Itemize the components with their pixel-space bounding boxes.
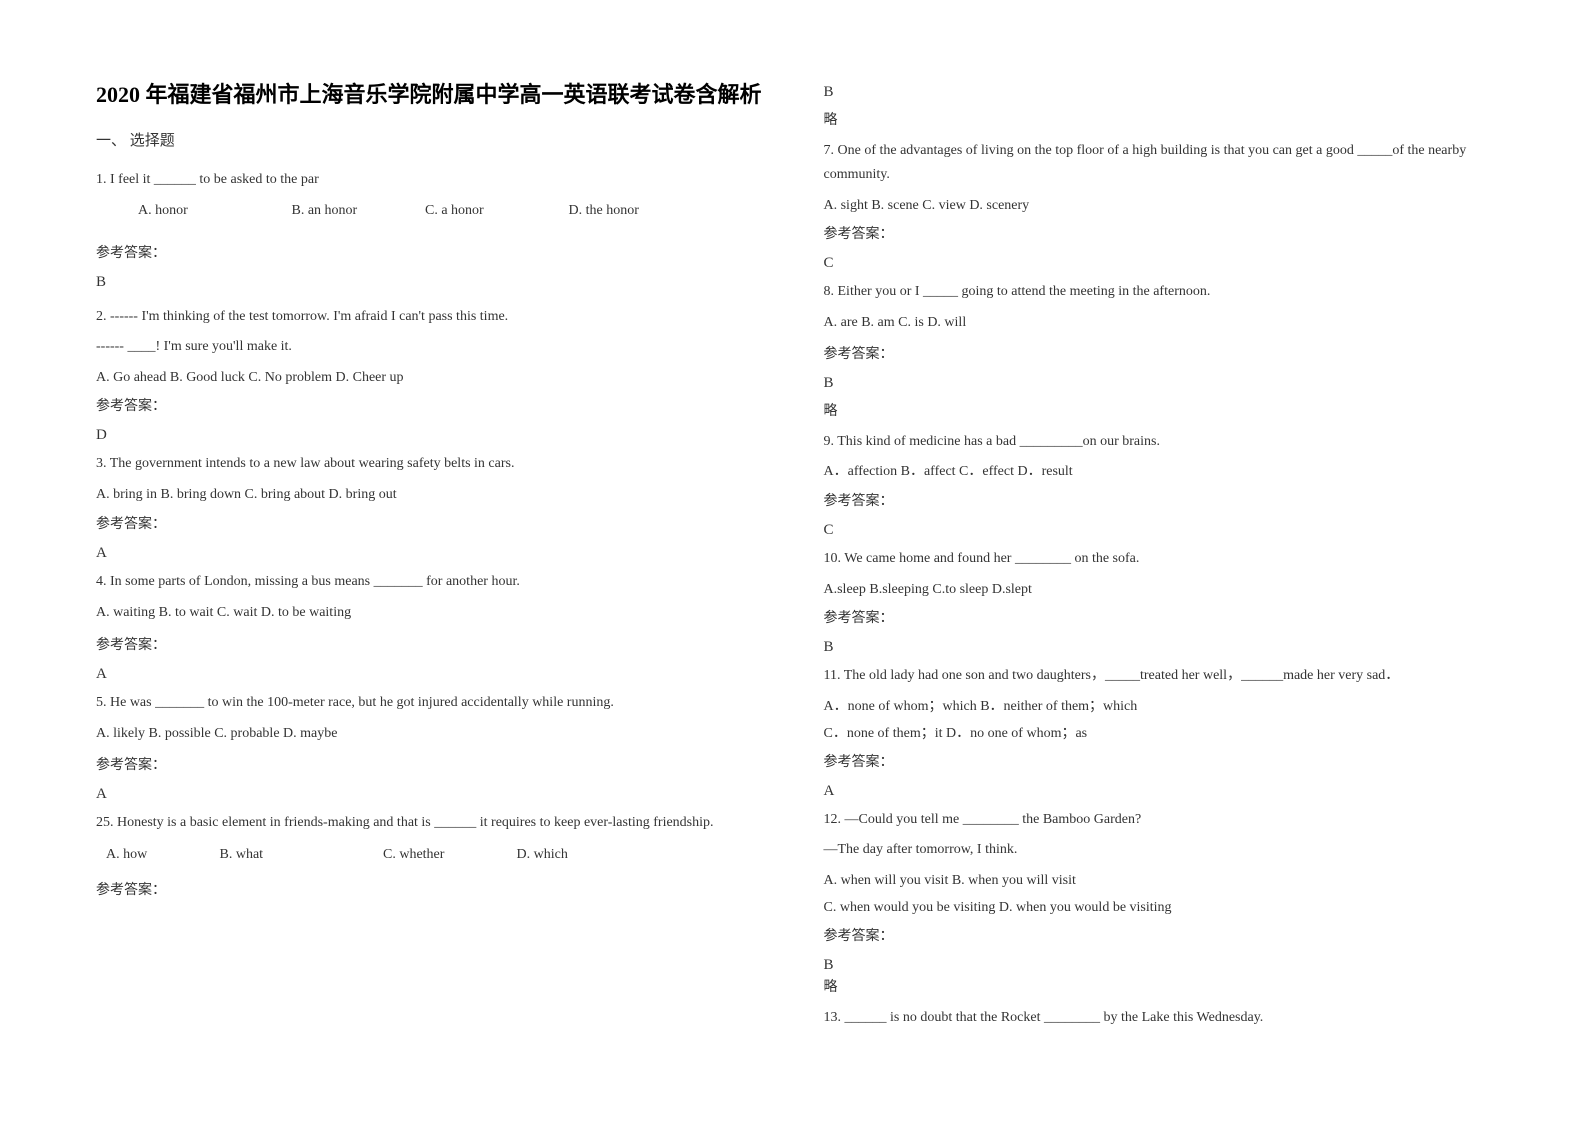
right-column: B 略 7. One of the advantages of living o… (824, 80, 1492, 1036)
q8-answer: B (824, 375, 1492, 392)
q2-stem2: ------ ____! I'm sure you'll make it. (96, 335, 764, 359)
q3-options: A. bring in B. bring down C. bring about… (96, 482, 764, 509)
q6-note: 略 (824, 109, 1492, 129)
q12-stem1: 12. —Could you tell me ________ the Bamb… (824, 808, 1492, 832)
q9-answer-label: 参考答案： (824, 490, 1492, 510)
q12-stem2: —The day after tomorrow, I think. (824, 838, 1492, 862)
q9-options: A．affection B．affect C．effect D．result (824, 459, 1492, 486)
q10-answer-label: 参考答案： (824, 607, 1492, 627)
q11-answer-label: 参考答案： (824, 751, 1492, 771)
q10-options: A.sleep B.sleeping C.to sleep D.slept (824, 577, 1492, 604)
section-heading: 一、 选择题 (96, 129, 764, 150)
q12-answer-label: 参考答案： (824, 925, 1492, 945)
q12-options-1: A. when will you visit B. when you will … (824, 868, 1492, 895)
q4-stem: 4. In some parts of London, missing a bu… (96, 570, 764, 594)
q3-stem: 3. The government intends to a new law a… (96, 452, 764, 476)
q5-answer: A (96, 786, 764, 803)
q4-options: A. waiting B. to wait C. wait D. to be w… (96, 600, 764, 627)
q6-opt-c: C. whether (383, 842, 513, 869)
q6-answer-label: 参考答案： (96, 879, 764, 899)
q4-answer-label: 参考答案： (96, 634, 764, 654)
q6-opt-b: B. what (220, 842, 380, 869)
q2-answer-label: 参考答案： (96, 395, 764, 415)
q8-answer-label: 参考答案： (824, 343, 1492, 363)
left-column: 2020 年福建省福州市上海音乐学院附属中学高一英语联考试卷含解析 一、 选择题… (96, 80, 764, 1036)
q9-answer: C (824, 522, 1492, 539)
q8-note: 略 (824, 400, 1492, 420)
q12-note: 略 (824, 976, 1492, 996)
q1-stem: 1. I feel it ______ to be asked to the p… (96, 168, 764, 192)
q3-answer: A (96, 545, 764, 562)
q1-opt-c: C. a honor (425, 198, 565, 225)
q8-stem: 8. Either you or I _____ going to attend… (824, 280, 1492, 304)
q11-answer: A (824, 783, 1492, 800)
q6-answer: B (824, 84, 1492, 101)
q1-answer-label: 参考答案： (96, 242, 764, 262)
q11-stem: 11. The old lady had one son and two dau… (824, 664, 1492, 688)
q1-opt-d: D. the honor (569, 198, 659, 225)
q1-answer: B (96, 274, 764, 291)
q6-options: A. how B. what C. whether D. which (96, 842, 764, 869)
q7-answer: C (824, 255, 1492, 272)
q6-opt-d: D. which (517, 842, 607, 869)
q12-answer: B (824, 957, 1492, 974)
q6-opt-a: A. how (106, 842, 216, 869)
q7-options: A. sight B. scene C. view D. scenery (824, 193, 1492, 220)
q5-answer-label: 参考答案： (96, 754, 764, 774)
q2-options: A. Go ahead B. Good luck C. No problem D… (96, 365, 764, 392)
q1-options: A. honor B. an honor C. a honor D. the h… (96, 198, 764, 225)
q7-stem: 7. One of the advantages of living on th… (824, 139, 1492, 187)
q2-stem1: 2. ------ I'm thinking of the test tomor… (96, 305, 764, 329)
exam-title: 2020 年福建省福州市上海音乐学院附属中学高一英语联考试卷含解析 (96, 80, 764, 111)
q4-answer: A (96, 666, 764, 683)
q5-options: A. likely B. possible C. probable D. may… (96, 721, 764, 748)
q11-options-1: A．none of whom；which B．neither of them；w… (824, 694, 1492, 721)
q2-answer: D (96, 427, 764, 444)
q6-stem: 25. Honesty is a basic element in friend… (96, 811, 764, 835)
q8-options: A. are B. am C. is D. will (824, 310, 1492, 337)
q3-answer-label: 参考答案： (96, 513, 764, 533)
q1-opt-a: A. honor (138, 198, 288, 225)
q13-stem: 13. ______ is no doubt that the Rocket _… (824, 1006, 1492, 1030)
q7-answer-label: 参考答案： (824, 223, 1492, 243)
q12-options-2: C. when would you be visiting D. when yo… (824, 895, 1492, 922)
q11-options-2: C．none of them；it D．no one of whom；as (824, 721, 1492, 748)
q1-opt-b: B. an honor (292, 198, 422, 225)
q5-stem: 5. He was _______ to win the 100-meter r… (96, 691, 764, 715)
q10-stem: 10. We came home and found her ________ … (824, 547, 1492, 571)
q9-stem: 9. This kind of medicine has a bad _____… (824, 430, 1492, 454)
q10-answer: B (824, 639, 1492, 656)
